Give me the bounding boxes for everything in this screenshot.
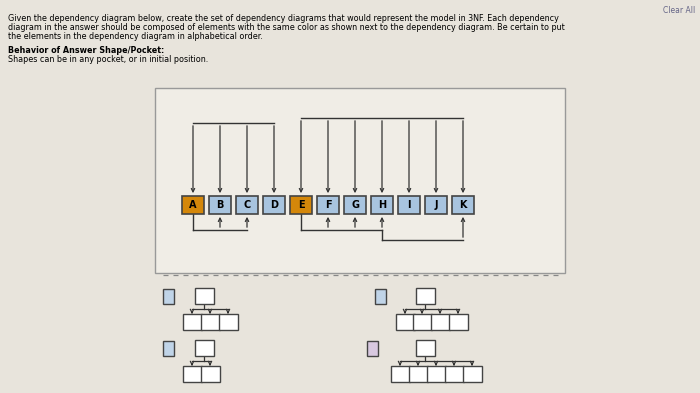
Text: Given the dependency diagram below, create the set of dependency diagrams that w: Given the dependency diagram below, crea… bbox=[8, 14, 559, 23]
FancyBboxPatch shape bbox=[236, 196, 258, 214]
FancyBboxPatch shape bbox=[371, 196, 393, 214]
FancyBboxPatch shape bbox=[427, 366, 446, 382]
FancyBboxPatch shape bbox=[163, 289, 174, 304]
FancyBboxPatch shape bbox=[449, 314, 468, 330]
FancyBboxPatch shape bbox=[452, 196, 474, 214]
Text: Shapes can be in any pocket, or in initial position.: Shapes can be in any pocket, or in initi… bbox=[8, 55, 209, 64]
FancyBboxPatch shape bbox=[396, 314, 415, 330]
FancyBboxPatch shape bbox=[463, 366, 482, 382]
Text: diagram in the answer should be composed of elements with the same color as show: diagram in the answer should be composed… bbox=[8, 23, 565, 32]
FancyBboxPatch shape bbox=[155, 88, 565, 273]
FancyBboxPatch shape bbox=[209, 196, 231, 214]
FancyBboxPatch shape bbox=[367, 341, 378, 356]
Text: the elements in the dependency diagram in alphabetical order.: the elements in the dependency diagram i… bbox=[8, 32, 263, 41]
FancyBboxPatch shape bbox=[195, 288, 214, 304]
Text: J: J bbox=[434, 200, 438, 210]
Text: E: E bbox=[298, 200, 304, 210]
Text: C: C bbox=[244, 200, 251, 210]
FancyBboxPatch shape bbox=[425, 196, 447, 214]
Text: H: H bbox=[378, 200, 386, 210]
FancyBboxPatch shape bbox=[416, 340, 435, 356]
Text: K: K bbox=[459, 200, 467, 210]
FancyBboxPatch shape bbox=[263, 196, 285, 214]
FancyBboxPatch shape bbox=[431, 314, 450, 330]
FancyBboxPatch shape bbox=[413, 314, 432, 330]
Text: I: I bbox=[407, 200, 411, 210]
FancyBboxPatch shape bbox=[445, 366, 464, 382]
FancyBboxPatch shape bbox=[409, 366, 428, 382]
FancyBboxPatch shape bbox=[391, 366, 410, 382]
FancyBboxPatch shape bbox=[201, 314, 220, 330]
FancyBboxPatch shape bbox=[317, 196, 339, 214]
FancyBboxPatch shape bbox=[416, 288, 435, 304]
FancyBboxPatch shape bbox=[163, 341, 174, 356]
FancyBboxPatch shape bbox=[195, 340, 214, 356]
FancyBboxPatch shape bbox=[290, 196, 312, 214]
FancyBboxPatch shape bbox=[375, 289, 386, 304]
Text: Behavior of Answer Shape/Pocket:: Behavior of Answer Shape/Pocket: bbox=[8, 46, 164, 55]
FancyBboxPatch shape bbox=[183, 314, 202, 330]
Text: B: B bbox=[216, 200, 224, 210]
FancyBboxPatch shape bbox=[398, 196, 420, 214]
Text: Clear All: Clear All bbox=[663, 6, 695, 15]
Text: F: F bbox=[325, 200, 331, 210]
FancyBboxPatch shape bbox=[219, 314, 238, 330]
FancyBboxPatch shape bbox=[201, 366, 220, 382]
Text: G: G bbox=[351, 200, 359, 210]
FancyBboxPatch shape bbox=[344, 196, 366, 214]
Text: D: D bbox=[270, 200, 278, 210]
Text: A: A bbox=[189, 200, 197, 210]
FancyBboxPatch shape bbox=[183, 366, 202, 382]
FancyBboxPatch shape bbox=[182, 196, 204, 214]
